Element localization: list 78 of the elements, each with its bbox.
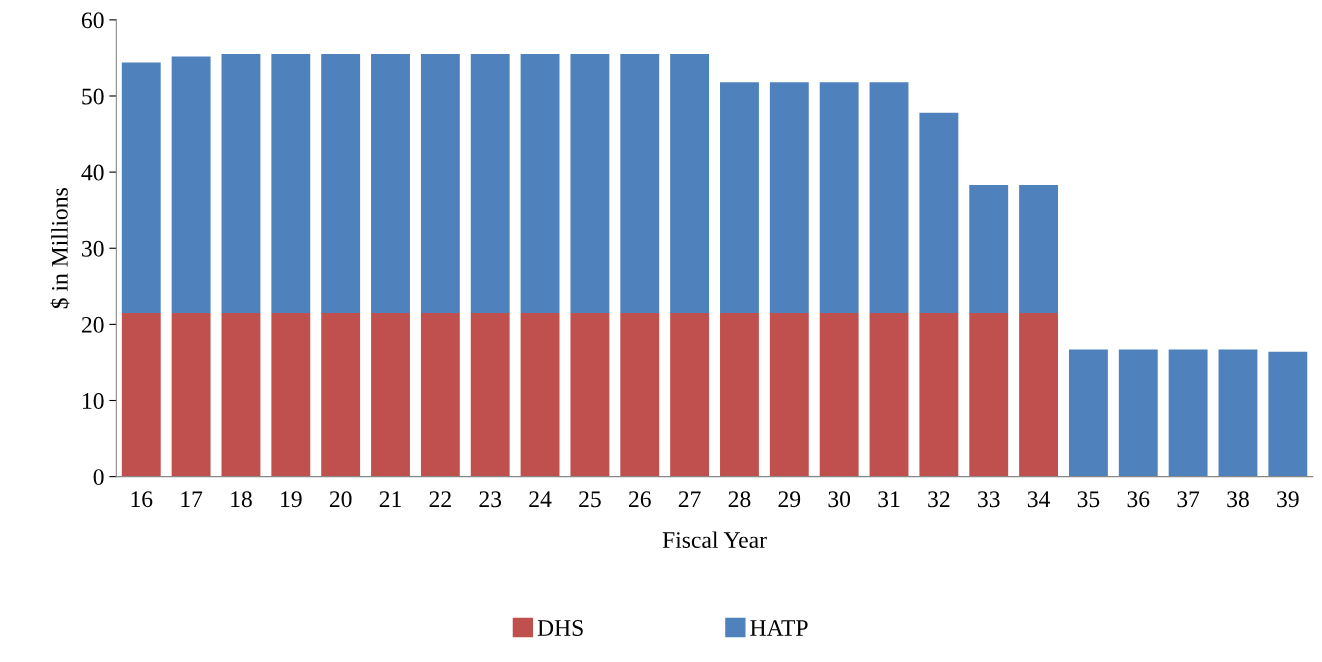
- legend-label: HATP: [750, 620, 808, 636]
- bar: [570, 312, 610, 477]
- x-tick-label: 23: [479, 491, 502, 508]
- x-tick-label: 19: [281, 491, 302, 508]
- bar: [1168, 349, 1208, 477]
- bar: [570, 54, 610, 313]
- y-tick-label: 20: [81, 316, 104, 333]
- bar: [720, 82, 759, 313]
- bar: [919, 312, 959, 477]
- bar: [470, 54, 510, 313]
- bar: [271, 54, 311, 313]
- y-tick-label: 30: [82, 240, 104, 257]
- bar: [171, 312, 211, 477]
- legend-label: DHS: [537, 620, 583, 636]
- bar: [670, 312, 710, 477]
- x-tick-label: 28: [728, 491, 751, 508]
- y-axis-title: $ in Millions: [50, 188, 70, 309]
- bar: [371, 54, 410, 313]
- y-tick-label: 40: [81, 164, 104, 181]
- x-tick-label: 24: [529, 491, 552, 507]
- bar: [1019, 185, 1059, 313]
- bar: [371, 312, 410, 477]
- bar: [819, 82, 859, 313]
- bar: [271, 312, 311, 477]
- bar: [670, 54, 710, 313]
- bar: [969, 312, 1009, 477]
- x-tick-label: 25: [579, 491, 601, 508]
- bar: [769, 312, 809, 477]
- y-tick-label: 60: [81, 12, 104, 29]
- bar: [121, 62, 161, 313]
- bar: [620, 54, 660, 313]
- x-tick-label: 38: [1227, 491, 1249, 508]
- x-tick-label: 21: [379, 491, 401, 507]
- bar: [221, 54, 261, 313]
- x-tick-label: 17: [181, 491, 203, 507]
- x-tick-label: 18: [231, 491, 252, 508]
- bar: [769, 82, 809, 313]
- x-tick-label: 32: [928, 491, 950, 508]
- bar: [1118, 349, 1158, 477]
- bar: [470, 312, 510, 477]
- x-tick-label: 34: [1027, 491, 1051, 508]
- bar: [1068, 349, 1108, 477]
- bar: [620, 312, 660, 477]
- bar: [520, 54, 560, 313]
- x-tick-label: 16: [131, 491, 153, 508]
- y-tick-label: 10: [83, 393, 104, 409]
- x-tick-label: 29: [778, 491, 801, 508]
- x-tick-label: 36: [1127, 491, 1150, 508]
- x-tick-label: 37: [1177, 491, 1200, 508]
- x-axis-title: Fiscal Year: [662, 531, 767, 548]
- x-tick-label: 22: [429, 491, 451, 507]
- y-tick-label: 0: [93, 469, 104, 486]
- x-tick-label: 35: [1077, 491, 1100, 508]
- x-tick-label: 26: [629, 491, 651, 508]
- bar: [819, 312, 859, 477]
- x-tick-label: 20: [329, 491, 352, 508]
- x-tick-label: 31: [878, 491, 900, 508]
- bar: [919, 112, 959, 313]
- x-tick-label: 30: [828, 491, 851, 508]
- bar: [121, 312, 161, 477]
- bar: [1218, 349, 1258, 477]
- bar: [321, 312, 361, 477]
- x-tick-label: 27: [678, 491, 701, 507]
- bar: [171, 56, 211, 313]
- bar: [420, 312, 460, 477]
- bar: [1019, 312, 1059, 477]
- bar: [321, 54, 361, 313]
- bar: [221, 312, 261, 477]
- y-tick-label: 50: [82, 88, 104, 105]
- bar: [969, 185, 1009, 313]
- x-tick-label: 39: [1277, 491, 1299, 508]
- bar: [869, 82, 909, 313]
- bar: [720, 312, 759, 477]
- bar: [1268, 351, 1308, 477]
- bar: [420, 54, 460, 313]
- bar: [520, 312, 560, 477]
- x-tick-label: 33: [978, 491, 1000, 508]
- bar: [869, 312, 909, 477]
